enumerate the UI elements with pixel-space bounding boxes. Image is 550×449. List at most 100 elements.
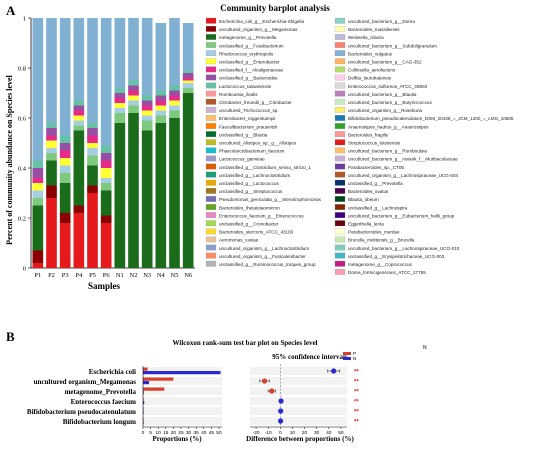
legend-label: uncultured_organism_g__Megamonas [219, 27, 298, 32]
bar-segment [141, 120, 153, 131]
legend-label: unclassified_g__Erysipelotrichaceae_UCG-… [348, 254, 445, 259]
bar-segment [87, 18, 98, 123]
legend-label: unclassified_g__Enterobacter [219, 60, 280, 65]
legend-label: Citrobacter_freundii_g__Citrobacter [219, 100, 292, 105]
bar-segment [169, 85, 180, 91]
legend-swatch [334, 196, 346, 202]
bar-segment [100, 178, 112, 183]
row-background [143, 397, 222, 405]
legend-label: unclassified_g__Lachnospira [348, 205, 408, 210]
legend-label: Brucella_melitensis_g__Brucella [348, 238, 415, 243]
legend-swatch [334, 171, 346, 178]
row-background [250, 367, 347, 375]
x-tick-label: 0 [279, 430, 282, 436]
legend-label: Weissella_cibaria [348, 35, 384, 40]
x-tick-label: 40 [326, 430, 332, 436]
bar-segment [182, 23, 194, 71]
legend-label: unclassified_g__Blautia [219, 132, 268, 137]
legend-swatch [334, 106, 346, 113]
legend-swatch [334, 34, 346, 40]
bar-segment [182, 73, 194, 78]
proportion-bar-N [143, 371, 221, 375]
significance-label: ** [354, 410, 359, 416]
ci-title: 95% confidence intervals [272, 353, 348, 361]
bar-segment [59, 183, 71, 213]
bar-segment [87, 128, 98, 136]
panel-b: B Wilcoxon rank-sum test bar plot on Spe… [6, 329, 427, 443]
legend-label: Eggerthella_lenta [348, 222, 384, 227]
bar-segment [59, 158, 71, 166]
bar-segment [155, 115, 167, 123]
bar-segment [87, 135, 98, 143]
legend-swatch [334, 188, 346, 194]
legend-swatch [334, 163, 346, 170]
bar-segment [182, 93, 194, 268]
species-label: Enterococcus faecium [71, 398, 137, 406]
x-tick-label: 40 [201, 430, 207, 436]
bar-segment [100, 223, 112, 268]
legend-label: uncultured_organism_g__Lachnospiraceae_U… [348, 173, 459, 178]
bar-segment [169, 90, 180, 96]
legend-label: uncultured_bacterium_g__Dorea [348, 19, 415, 24]
bar-segment [141, 95, 153, 101]
x-tick-label: P3 [62, 272, 69, 279]
bar-segment [73, 130, 85, 206]
legend-swatch [205, 98, 217, 105]
legend-swatch [334, 204, 346, 210]
x-tick-label: 45 [209, 430, 215, 436]
x-tick-label: 0 [142, 430, 145, 436]
diff-point [269, 388, 275, 394]
legend-swatch [334, 58, 346, 65]
bar-segment [141, 110, 153, 116]
bar-segment [141, 18, 153, 96]
difference-xlabel: Difference between proportions (%) [246, 435, 354, 443]
row-background [250, 377, 347, 385]
bar-segment [32, 18, 44, 161]
bar-segment [46, 123, 57, 128]
bar-segment [32, 263, 44, 268]
legend-label: Enterobacter_roggenkampii [219, 116, 275, 121]
proportion-bar-N [143, 391, 144, 395]
bar-segment [182, 88, 194, 93]
legend-swatch [205, 204, 217, 210]
x-tick-label: P2 [48, 272, 55, 279]
bar-segment [46, 153, 57, 161]
significance-label: ** [354, 380, 359, 386]
bar-segment [32, 183, 44, 191]
legend-label: Phascolarctobacterium_faecium [219, 149, 285, 154]
legend-label: Bacteroides_ovatus [348, 189, 389, 194]
bar-segment [32, 178, 44, 183]
legend-swatch [205, 123, 217, 129]
legend-swatch [334, 252, 346, 259]
bar-segment [155, 23, 167, 91]
stacked-bars [32, 18, 194, 268]
species-label: metagenome_Prevotella [65, 388, 137, 396]
legend-swatch [205, 34, 217, 40]
legend-swatch [334, 115, 346, 121]
bar-segment [128, 95, 139, 101]
panel-a: A Community barplot analysis Percent of … [5, 3, 514, 291]
bar-segment [141, 105, 153, 111]
x-tick-label: N6 [184, 272, 193, 279]
bar-segment [59, 223, 71, 268]
legend-swatch [334, 66, 346, 73]
x-tick-label: N5 [171, 272, 179, 279]
legend-swatch [205, 139, 217, 146]
legend-label: Anaerostipes_hadrus_g__Anaerostipes [348, 124, 429, 129]
bar-segment [100, 160, 112, 168]
legend-swatch [205, 212, 217, 218]
legend-swatch [205, 115, 217, 121]
bar-segment [100, 18, 112, 146]
legend-swatch [334, 42, 346, 48]
legend-swatch [205, 50, 217, 57]
legend-label: unclassified_g__Prevotella [348, 181, 403, 186]
bar-segment [87, 165, 98, 186]
legend-label: Delftia_tsuruhatensis [348, 76, 392, 81]
legend-swatch [205, 155, 217, 162]
legend-label: Bacteroides_massiliensis [348, 27, 400, 32]
bar-segment [59, 18, 71, 136]
y-tick-label: 0 [23, 266, 26, 273]
legend-label: unclassified_g__Streptococcus [219, 189, 283, 194]
bar-segment [128, 90, 139, 96]
bar-segment [114, 18, 126, 88]
